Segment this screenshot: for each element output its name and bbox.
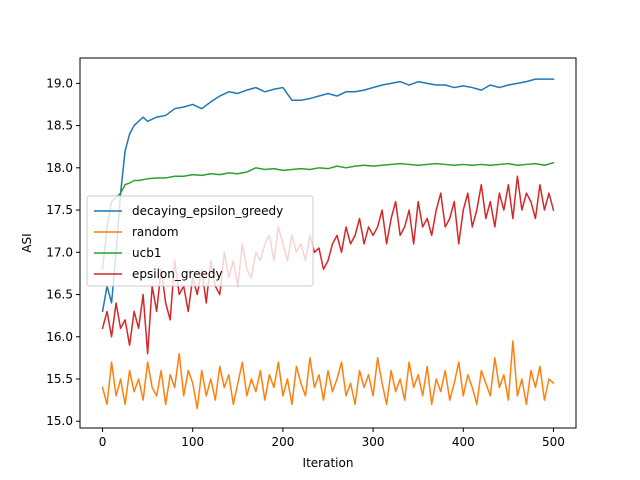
x-tick-label: 400: [452, 435, 475, 449]
legend-label-random: random: [132, 225, 179, 239]
y-axis-label: ASI: [20, 233, 34, 252]
y-tick-label: 17.0: [46, 245, 73, 259]
y-tick-label: 17.5: [46, 203, 73, 217]
series-line-ucb1: [101, 161, 555, 271]
y-tick-label: 16.5: [46, 288, 73, 302]
series-line-decaying-epsilon-greedy: [101, 78, 555, 313]
y-axis: 15.0 15.5 16.0 16.5 17.0 17.5 18.0 18.5 19.0: [46, 76, 80, 428]
series-line-random: [101, 340, 555, 410]
legend-label-epsilon-greedy: epsilon_greedy: [132, 267, 223, 281]
x-tick-label: 200: [271, 435, 294, 449]
x-axis: 0 100 200 300 400 500: [99, 428, 565, 449]
y-tick-label: 15.5: [46, 372, 73, 386]
x-axis-label: Iteration: [303, 456, 354, 470]
legend-label-ucb1: ucb1: [132, 246, 161, 260]
plot-frame: [79, 57, 577, 429]
y-tick-label: 18.0: [46, 161, 73, 175]
x-tick-label: 500: [542, 435, 565, 449]
x-tick-label: 100: [181, 435, 204, 449]
y-tick-label: 19.0: [46, 76, 73, 90]
legend-label-decaying-epsilon-greedy: decaying_epsilon_greedy: [132, 204, 283, 218]
y-tick-label: 15.0: [46, 414, 73, 428]
y-tick-label: 16.0: [46, 330, 73, 344]
legend-box: [86, 195, 314, 287]
x-tick-label: 0: [99, 435, 107, 449]
y-tick-label: 18.5: [46, 119, 73, 133]
x-tick-label: 300: [362, 435, 385, 449]
